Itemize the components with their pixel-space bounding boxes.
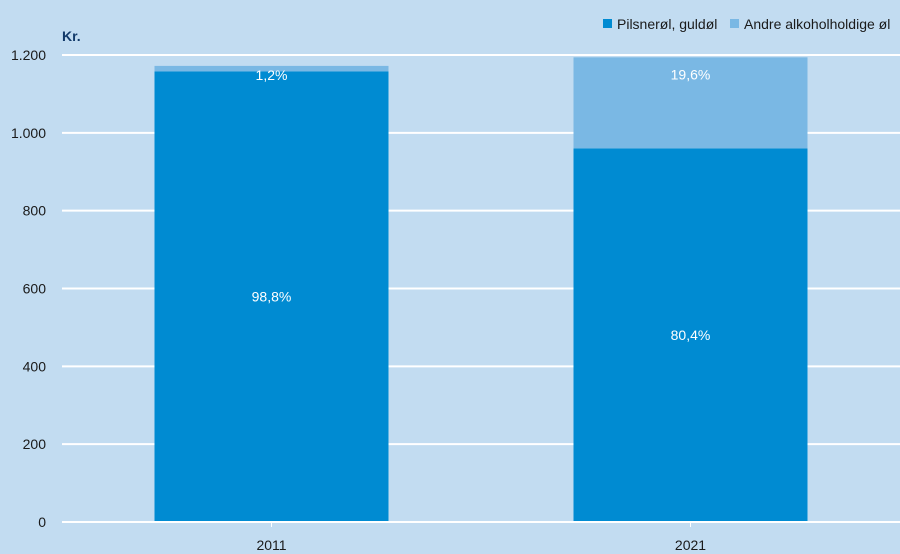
bar-segment	[573, 57, 808, 149]
bar-segment	[573, 148, 808, 522]
data-label: 19,6%	[671, 66, 711, 82]
y-tick-label: 0	[38, 514, 46, 530]
x-tick-label: 2021	[675, 537, 706, 553]
data-labels: 98,8% 1,2% 80,4% 19,6%	[252, 66, 711, 343]
legend-label: Andre alkoholholdige øl	[744, 16, 890, 32]
legend: Pilsnerøl, guldøl Andre alkoholholdige øl	[603, 16, 890, 32]
y-tick-label: 400	[23, 358, 47, 374]
bars	[154, 57, 808, 522]
data-label: 98,8%	[252, 289, 292, 305]
legend-swatch	[730, 19, 739, 28]
legend-swatch	[603, 19, 612, 28]
x-tick-label: 2011	[256, 537, 286, 553]
axes: 0 200 400 600 800 1.000 1.200 2011 2021	[11, 47, 900, 553]
data-label: 80,4%	[671, 327, 711, 343]
bar-segment	[154, 71, 389, 522]
y-unit-label: Kr.	[62, 28, 81, 44]
bar-segment	[154, 65, 389, 72]
legend-label: Pilsnerøl, guldøl	[617, 16, 717, 32]
y-tick-label: 600	[23, 281, 47, 297]
y-tick-label: 800	[23, 203, 47, 219]
y-tick-label: 1.000	[11, 125, 46, 141]
data-label: 1,2%	[256, 67, 288, 83]
y-tick-label: 200	[23, 436, 47, 452]
y-tick-label: 1.200	[11, 47, 46, 63]
